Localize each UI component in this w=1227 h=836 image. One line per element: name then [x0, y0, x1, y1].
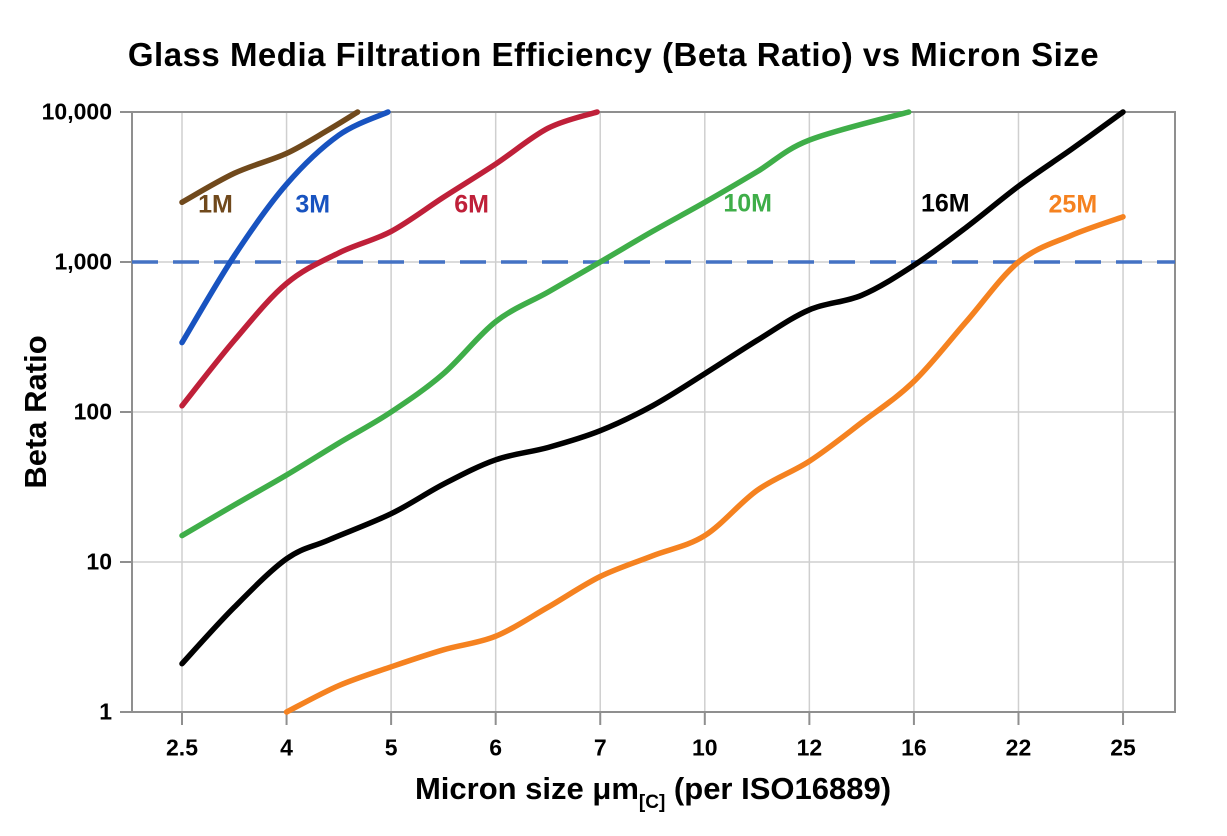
x-tick-label-22: 22: [1005, 734, 1032, 761]
chart-title: Glass Media Filtration Efficiency (Beta …: [127, 36, 1100, 73]
series-16M-curve: [179, 109, 1126, 667]
x-axis-label-main: Micron size μm: [414, 771, 639, 806]
y-tick-label-1: 1: [99, 698, 112, 725]
x-tick-label-12: 12: [796, 734, 823, 761]
y-tick-label-10: 10: [86, 548, 112, 575]
series-3M-label: 3M: [295, 190, 331, 219]
series-25M-curve: [283, 214, 1126, 715]
series-6M-curve: [179, 109, 600, 409]
x-tick-label-10: 10: [692, 734, 718, 761]
series-10M-curve: [179, 109, 912, 539]
series-10M-label: 10M: [723, 189, 772, 218]
x-tick-label-7: 7: [593, 734, 607, 761]
y-axis-label: Beta Ratio: [18, 335, 53, 489]
series-16M-label: 16M: [920, 189, 970, 218]
y-tick-label-100: 100: [73, 398, 112, 425]
x-axis-label-subscript: [C]: [638, 792, 666, 813]
x-tick-label-2.5: 2.5: [166, 734, 198, 761]
x-axis-label: Micron size μm[C] (per ISO16889): [414, 771, 892, 813]
x-tick-label-16: 16: [901, 734, 927, 761]
y-tick-label-10000: 10,000: [41, 98, 112, 125]
x-tick-label-4: 4: [280, 734, 293, 761]
y-tick-label-1000: 1,000: [54, 248, 112, 275]
series-6M-label: 6M: [454, 190, 489, 219]
plot-border: [131, 111, 1176, 713]
series-1M-label: 1M: [198, 190, 233, 219]
series-1M-curve: [179, 109, 361, 206]
series-25M-label: 25M: [1048, 190, 1098, 219]
x-axis-label-suffix: (per ISO16889): [665, 771, 892, 806]
x-tick-label-6: 6: [489, 734, 503, 761]
x-tick-label-5: 5: [384, 734, 398, 761]
x-tick-label-25: 25: [1110, 734, 1136, 761]
series-3M-curve: [179, 109, 391, 346]
